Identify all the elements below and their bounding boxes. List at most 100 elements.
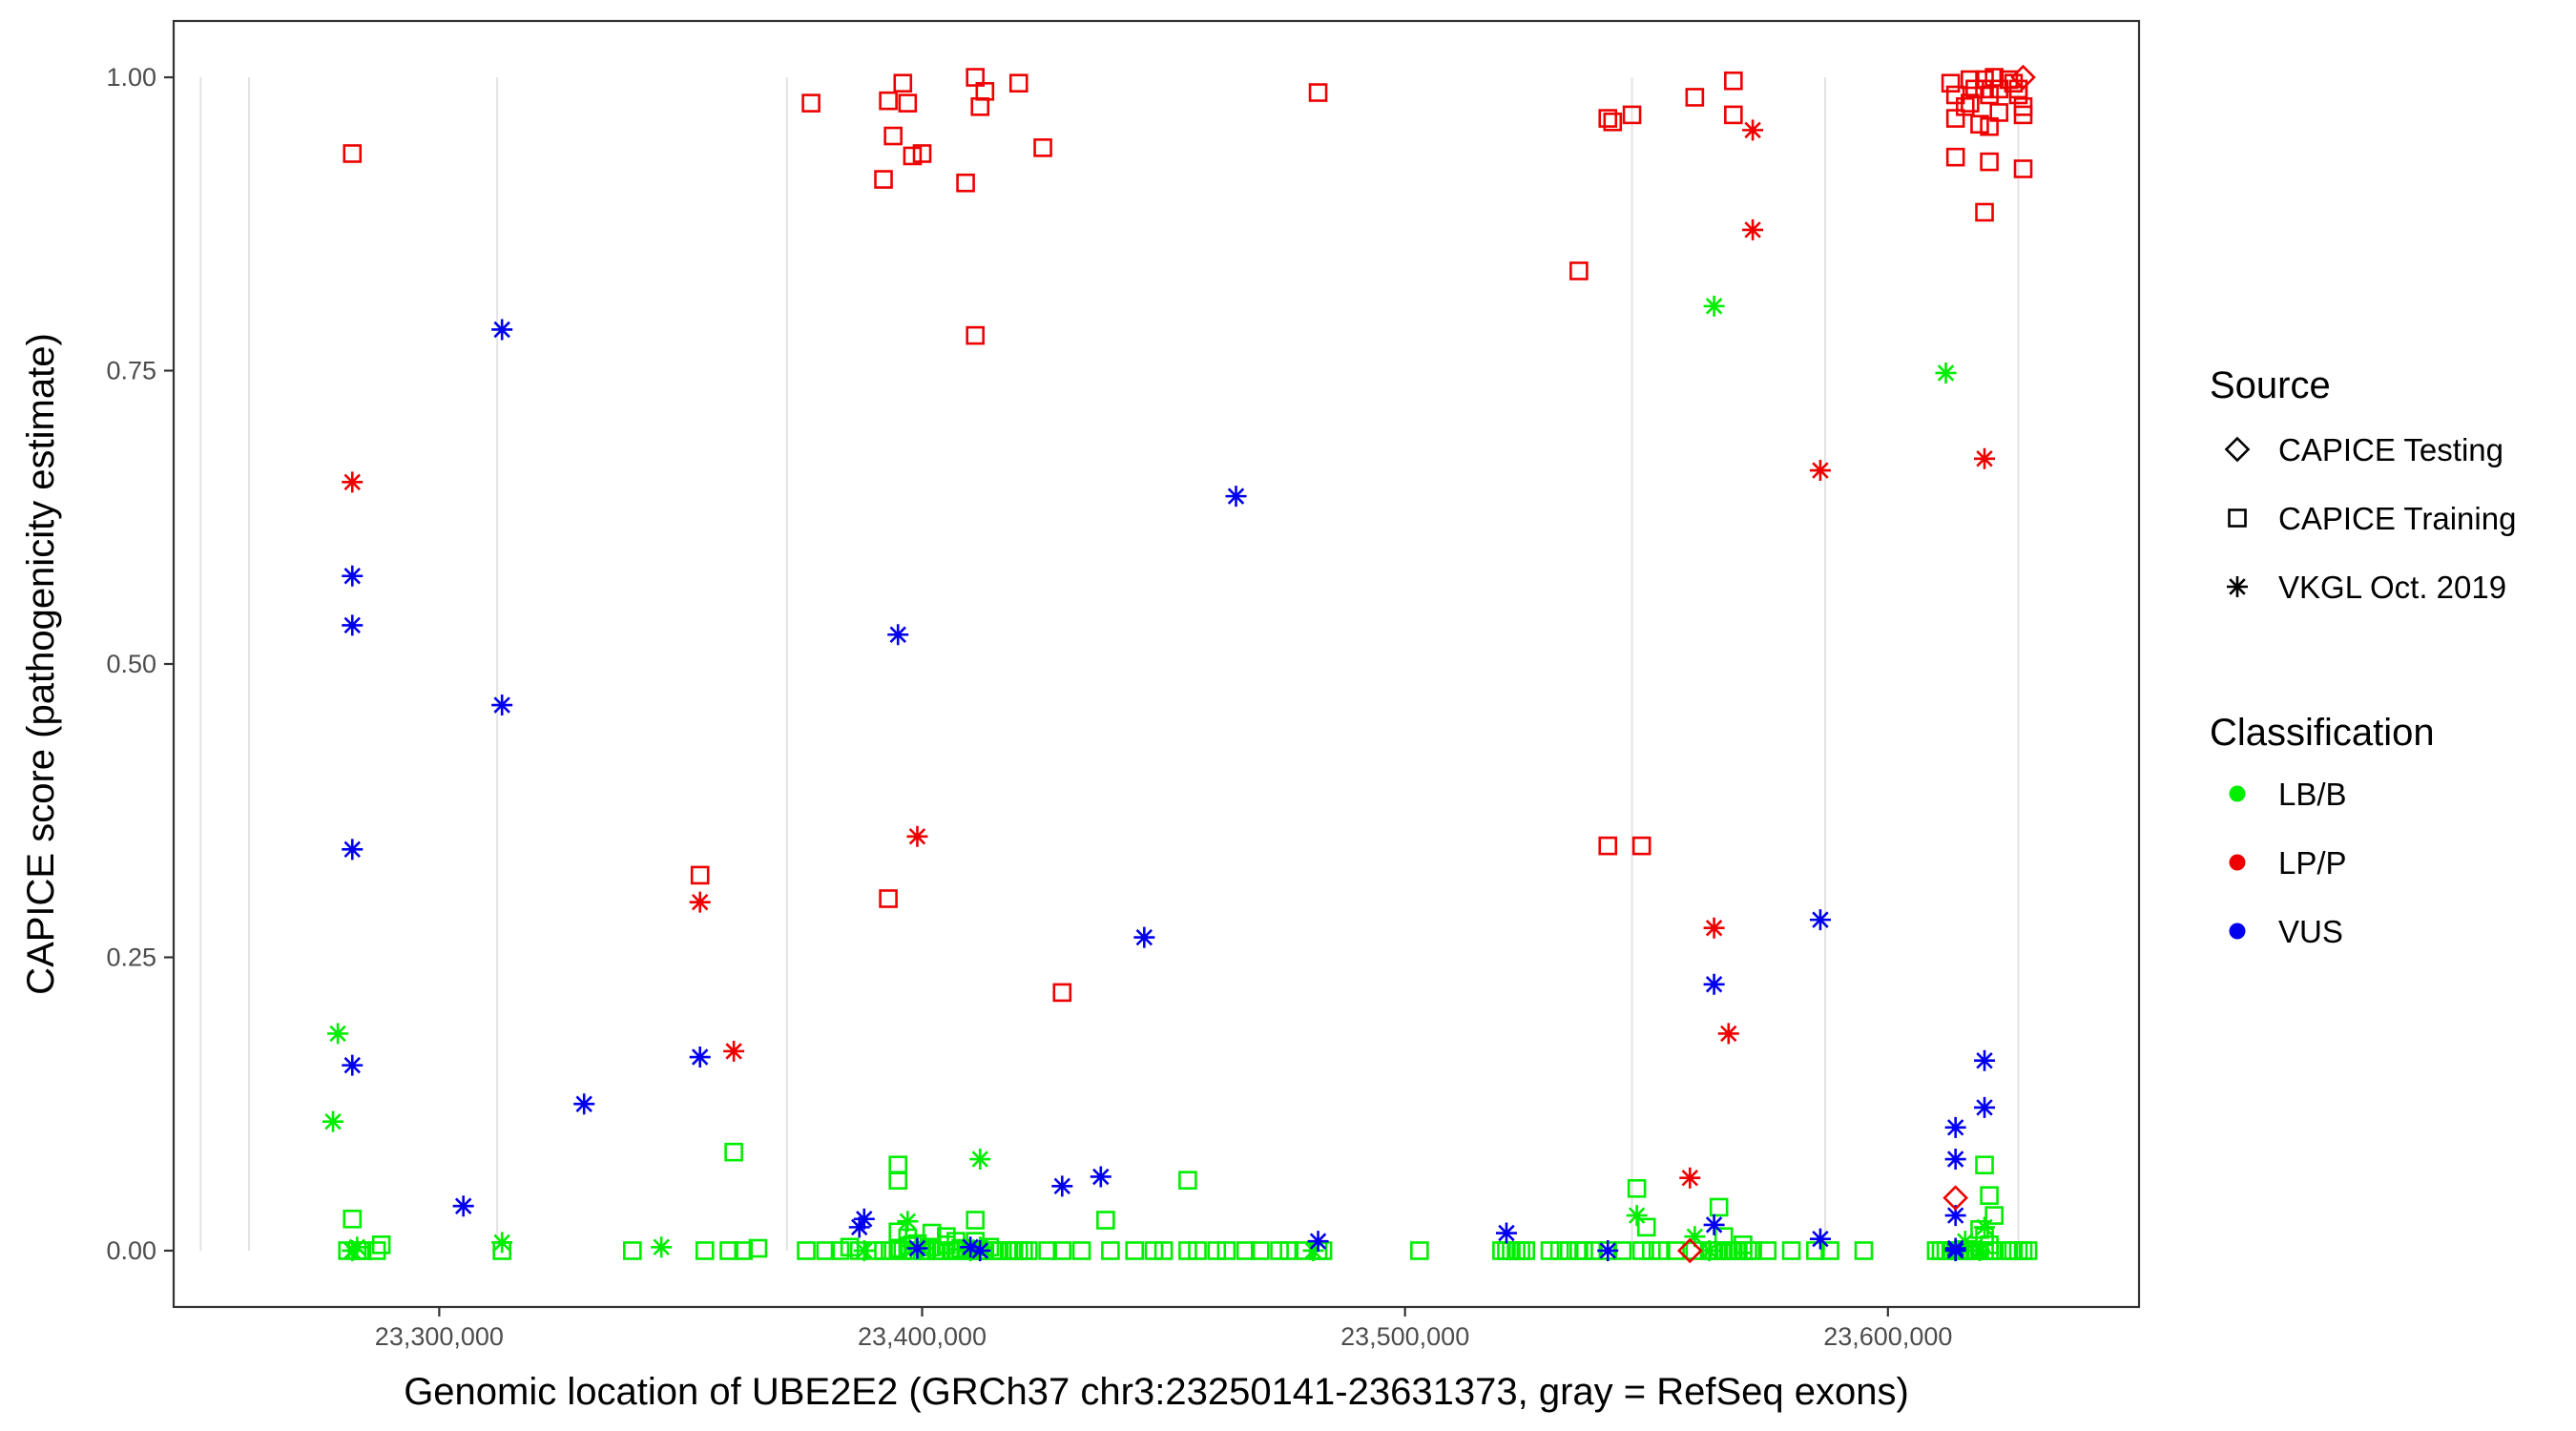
- point-capice-training-lb-b: [1019, 1241, 1038, 1260]
- point-capice-training-lb-b: [1549, 1241, 1569, 1260]
- point-capice-training-lp-p: [1008, 73, 1028, 93]
- legend-source-items: CAPICE Testing CAPICE Training VKGL Oct. 2…: [2224, 432, 2516, 605]
- point-capice-training-lp-p: [898, 93, 918, 113]
- point-capice-training-lp-p: [1622, 105, 1642, 125]
- point-capice-training-lb-b: [1410, 1241, 1429, 1260]
- point-capice-training-lp-p: [343, 144, 363, 163]
- point-capice-training-lb-b: [1270, 1241, 1289, 1260]
- point-capice-training-lb-b: [797, 1241, 816, 1260]
- point-capice-training-lp-p: [1989, 103, 2009, 122]
- y-tick-label: 0.25: [106, 943, 156, 971]
- point-vkgl-oct-2019-vus: [1809, 1228, 1831, 1250]
- point-vkgl-oct-2019-vus: [1703, 1213, 1725, 1235]
- point-capice-training-lb-b: [1096, 1211, 1115, 1230]
- point-capice-training-lb-b: [1279, 1241, 1298, 1260]
- point-vkgl-oct-2019-vus: [1597, 1239, 1619, 1261]
- legend-key-dot: [2229, 923, 2246, 940]
- x-axis-title: Genomic location of UBE2E2 (GRCh37 chr3:…: [404, 1371, 1909, 1413]
- point-capice-training-lb-b: [1743, 1241, 1762, 1260]
- point-capice-training-lp-p: [1955, 96, 1975, 116]
- point-vkgl-oct-2019-lp-p: [1742, 119, 1764, 141]
- point-vkgl-oct-2019-vus: [1944, 1116, 1966, 1138]
- point-capice-training-lb-b: [989, 1241, 1009, 1260]
- point-capice-training-lb-b: [1631, 1241, 1652, 1260]
- point-capice-training-lb-b: [816, 1241, 836, 1260]
- point-capice-training-lb-b: [734, 1241, 754, 1260]
- point-vkgl-oct-2019-vus: [342, 1054, 364, 1076]
- point-capice-training-lb-b: [1636, 1217, 1656, 1237]
- point-capice-training-lp-p: [912, 144, 932, 163]
- point-capice-training-lb-b: [2018, 1241, 2038, 1260]
- point-vkgl-oct-2019-vus: [1307, 1231, 1329, 1253]
- point-capice-training-lp-p: [801, 93, 821, 113]
- point-vkgl-oct-2019-lp-p: [1809, 460, 1831, 482]
- exon-lines: [199, 77, 2020, 1251]
- point-capice-training-lp-p: [1941, 73, 1961, 93]
- point-capice-training-lp-p: [1975, 79, 1994, 99]
- plot-panel-border: [172, 19, 2141, 1309]
- point-capice-training-lp-p: [1052, 983, 1072, 1003]
- point-capice-training-lp-p: [1569, 261, 1589, 280]
- point-capice-training-lb-b: [840, 1237, 860, 1257]
- y-tick-label: 0.75: [106, 357, 156, 385]
- point-capice-training-lb-b: [695, 1241, 715, 1260]
- point-vkgl-oct-2019-lp-p: [723, 1040, 745, 1062]
- point-vkgl-oct-2019-lb-b: [1974, 1216, 1996, 1238]
- point-capice-training-lb-b: [1757, 1241, 1777, 1260]
- point-vkgl-oct-2019-vus: [1051, 1175, 1073, 1197]
- y-axis: 0.00 0.25 0.50 0.75 1.00: [106, 63, 174, 1265]
- point-vkgl-oct-2019-vus: [452, 1195, 474, 1217]
- point-capice-training-lb-b: [1071, 1241, 1091, 1260]
- point-vkgl-oct-2019-lp-p: [1742, 218, 1764, 240]
- y-axis-title: CAPICE score (pathogenicity estimate): [20, 333, 62, 995]
- point-capice-training-lb-b: [1980, 1186, 1999, 1205]
- x-tick-label: 23,600,000: [1823, 1322, 1952, 1351]
- point-vkgl-oct-2019-lb-b: [651, 1236, 673, 1258]
- legend-classification-title: Classification: [2210, 712, 2435, 754]
- point-capice-training-lp-p: [893, 73, 913, 93]
- point-vkgl-oct-2019-lb-b: [1302, 1239, 1324, 1261]
- point-capice-training-lp-p: [1984, 68, 2004, 87]
- point-capice-testing-lp-p: [2010, 64, 2036, 91]
- point-capice-training-lb-b: [922, 1223, 942, 1243]
- point-vkgl-oct-2019-lb-b: [1935, 362, 1957, 384]
- point-capice-training-lb-b: [371, 1235, 391, 1255]
- point-capice-training-lb-b: [719, 1241, 738, 1260]
- point-capice-training-lb-b: [966, 1232, 985, 1251]
- legend-class-items: LB/B LP/P VUS: [2229, 777, 2347, 949]
- point-vkgl-oct-2019-vus: [491, 695, 513, 716]
- point-capice-training-lb-b: [830, 1241, 850, 1260]
- point-capice-training-lb-b: [1125, 1241, 1145, 1260]
- point-capice-training-lb-b: [1975, 1155, 1994, 1174]
- point-vkgl-oct-2019-lb-b: [1626, 1205, 1648, 1227]
- point-vkgl-oct-2019-vus: [342, 839, 364, 861]
- legend-source-label: VKGL Oct. 2019: [2278, 570, 2506, 605]
- point-capice-training-lb-b: [1236, 1241, 1256, 1260]
- point-capice-training-lb-b: [874, 1241, 893, 1260]
- point-vkgl-oct-2019-lb-b: [1703, 295, 1725, 317]
- point-vkgl-oct-2019-vus: [1944, 1205, 1966, 1227]
- point-capice-training-lb-b: [1178, 1171, 1197, 1190]
- point-vkgl-oct-2019-vus: [1495, 1222, 1517, 1244]
- point-capice-training-lp-p: [1945, 109, 1965, 128]
- point-capice-training-lp-p: [1603, 112, 1623, 132]
- point-capice-training-lp-p: [1970, 114, 1989, 135]
- data-points: [322, 64, 2038, 1264]
- point-vkgl-oct-2019-vus: [853, 1208, 875, 1230]
- point-vkgl-oct-2019-lp-p: [1703, 917, 1725, 939]
- point-vkgl-oct-2019-vus: [1809, 909, 1831, 931]
- point-capice-training-lb-b: [888, 1171, 908, 1190]
- point-capice-training-lb-b: [1207, 1241, 1227, 1260]
- point-vkgl-oct-2019-vus: [1133, 926, 1155, 948]
- legend-class-label: LP/P: [2278, 845, 2347, 881]
- legend-source-title: Source: [2210, 364, 2331, 406]
- point-vkgl-oct-2019-lb-b: [897, 1211, 919, 1233]
- point-capice-training-lp-p: [966, 68, 985, 87]
- point-vkgl-oct-2019-vus: [573, 1093, 595, 1115]
- point-capice-training-lb-b: [1980, 1235, 1999, 1255]
- point-capice-training-lb-b: [1153, 1241, 1174, 1260]
- point-capice-training-lp-p: [690, 865, 710, 885]
- point-capice-training-lp-p: [1598, 836, 1618, 856]
- point-vkgl-oct-2019-vus: [906, 1237, 928, 1259]
